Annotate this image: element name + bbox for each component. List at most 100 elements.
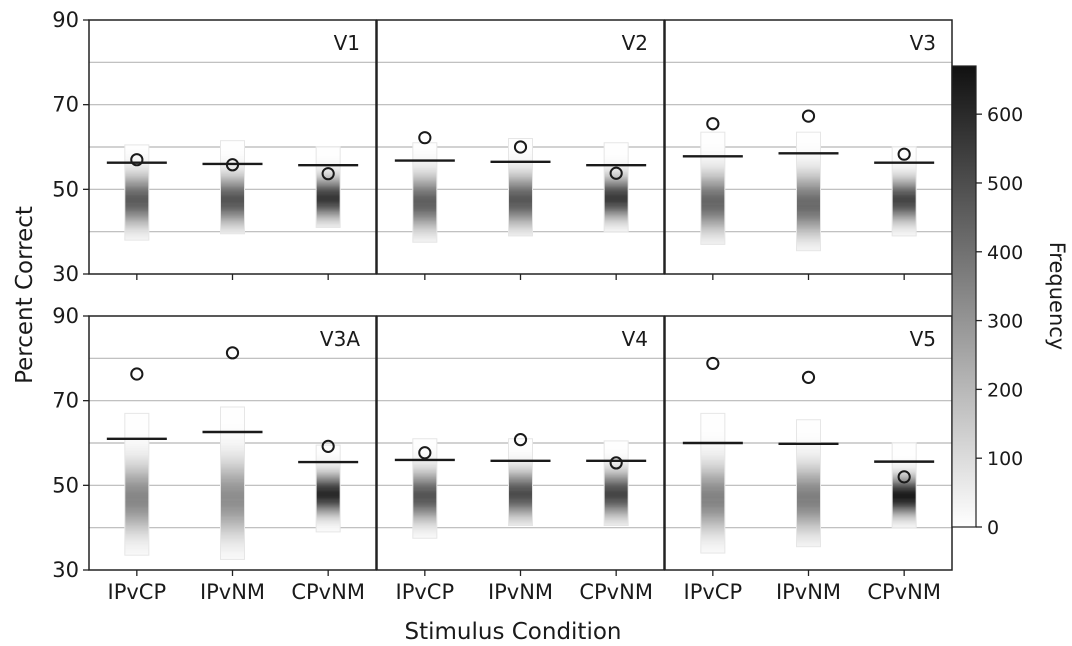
histogram-bin (892, 199, 917, 202)
histogram-strip-ipvcp (700, 412, 726, 554)
histogram-bin (412, 234, 437, 237)
histogram-bin (412, 229, 437, 231)
histogram-bin (220, 147, 245, 149)
histogram-bin (508, 439, 533, 442)
histogram-bin (412, 203, 437, 205)
histogram-bin (316, 206, 341, 208)
histogram-bin (700, 517, 725, 519)
histogram-bin (220, 508, 245, 510)
histogram-bin (796, 210, 821, 212)
histogram-bin (508, 207, 533, 209)
histogram-outline (124, 144, 150, 241)
histogram-bin (700, 525, 725, 527)
histogram-bin (700, 446, 725, 448)
histogram-bin (892, 168, 917, 170)
histogram-bin (316, 175, 341, 177)
histogram-bin (220, 145, 245, 148)
histogram-bin (220, 226, 245, 228)
histogram-bin (412, 532, 437, 535)
histogram-bin (796, 174, 821, 176)
histogram-bin (700, 432, 725, 434)
histogram-bin (796, 531, 821, 534)
histogram-bin (700, 520, 725, 522)
histogram-bin (124, 187, 149, 189)
histogram-bin (508, 521, 533, 523)
histogram-bin (796, 483, 821, 485)
histogram-bin (412, 473, 437, 476)
histogram-bin (508, 508, 533, 510)
histogram-bin (700, 206, 725, 208)
histogram-bin (316, 191, 341, 193)
histogram-bin (124, 450, 149, 452)
histogram-bin (124, 477, 149, 480)
histogram-bin (892, 473, 917, 476)
histogram-bin (508, 220, 533, 222)
histogram-bin (316, 511, 341, 514)
histogram-bin (412, 186, 437, 188)
histogram-bin (604, 451, 629, 453)
histogram-bin (796, 474, 821, 477)
histogram-bin (892, 496, 917, 499)
histogram-bin (316, 447, 341, 449)
histogram-bin (124, 151, 149, 153)
histogram-bin (412, 462, 437, 464)
histogram-bin (796, 158, 821, 160)
histogram-bin (124, 514, 149, 517)
histogram-bin (508, 210, 533, 212)
histogram-bin (412, 508, 437, 510)
histogram-bin (508, 221, 533, 223)
histogram-bin (892, 200, 917, 203)
histogram-bin (508, 467, 533, 469)
histogram-bin (124, 225, 149, 227)
histogram-bin (412, 156, 437, 158)
histogram-bin (796, 518, 821, 520)
histogram-bin (220, 539, 245, 541)
histogram-bin (892, 495, 917, 498)
histogram-bin (892, 160, 917, 163)
histogram-outline (220, 406, 245, 560)
histogram-bin (604, 462, 629, 464)
histogram-bin (604, 198, 629, 201)
histogram-bin (796, 157, 821, 159)
histogram-bin (412, 143, 437, 146)
histogram-bin (412, 494, 437, 497)
histogram-bin (124, 462, 149, 464)
histogram-bin (316, 482, 341, 484)
histogram-bin (700, 463, 725, 465)
histogram-bin (220, 438, 245, 441)
histogram-bin (316, 458, 341, 461)
histogram-bin (124, 233, 149, 236)
histogram-bin (604, 465, 629, 467)
histogram-bin (604, 191, 629, 193)
histogram-bin (412, 448, 437, 450)
histogram-bin (508, 498, 533, 500)
histogram-bin (220, 427, 245, 429)
histogram-bin (316, 456, 341, 459)
histogram-bin (796, 147, 821, 149)
histogram-bin (508, 464, 533, 466)
histogram-bin (124, 527, 149, 530)
histogram-bin (412, 175, 437, 177)
histogram-bin (796, 139, 821, 141)
histogram-bin (124, 503, 149, 505)
histogram-bin (124, 526, 149, 528)
histogram-bin (796, 436, 821, 439)
histogram-bin (124, 181, 149, 184)
histogram-bin (316, 489, 341, 491)
histogram-bin (796, 154, 821, 156)
histogram-bin (700, 425, 725, 427)
histogram-bin (316, 520, 341, 522)
histogram-bin (412, 216, 437, 219)
histogram-bin (220, 155, 245, 157)
histogram-bin (700, 223, 725, 225)
histogram-bin (124, 185, 149, 187)
histogram-bin (796, 207, 821, 209)
histogram-bin (508, 225, 533, 227)
histogram-bin (316, 474, 341, 477)
histogram-bin (508, 484, 533, 486)
histogram-bin (700, 203, 725, 205)
histogram-bin (700, 455, 725, 458)
histogram-bin (124, 192, 149, 194)
histogram-bin (316, 196, 341, 199)
